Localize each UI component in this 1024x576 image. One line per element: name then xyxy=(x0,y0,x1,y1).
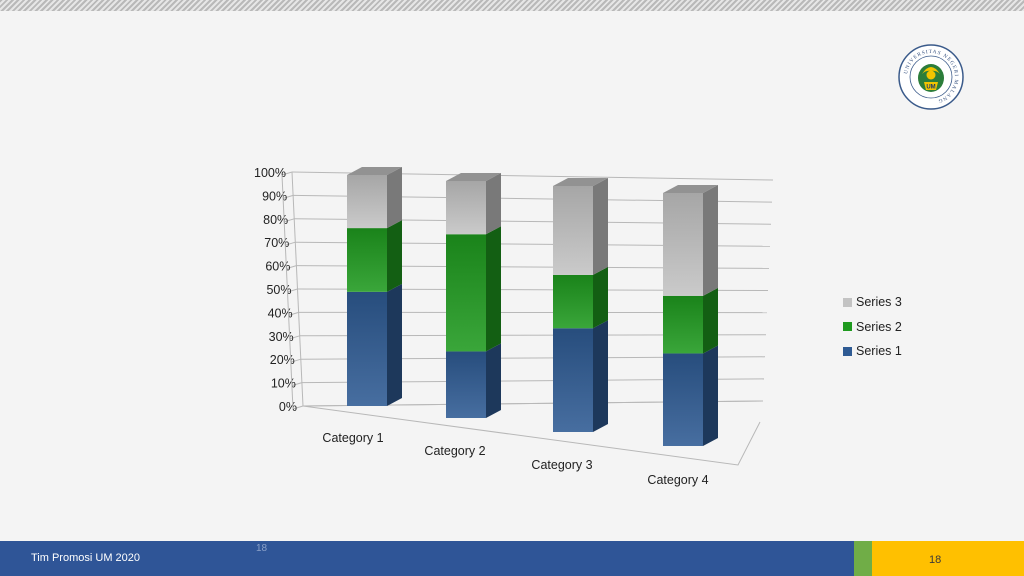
legend-swatch-series-1 xyxy=(843,346,852,356)
gridline-depth-7 xyxy=(285,241,296,246)
chart-legend: Series 3 Series 2 Series 1 xyxy=(843,290,902,364)
bar-top-category-4 xyxy=(663,185,718,193)
x-category-label-2: Category 2 xyxy=(424,444,485,458)
bar-top-category-2 xyxy=(446,173,501,181)
bar-side-category-3-series-2 xyxy=(593,266,608,329)
footer-bar xyxy=(0,541,854,576)
gridline-depth-10 xyxy=(281,171,293,176)
y-tick-label-3: 30% xyxy=(269,330,294,344)
y-tick-label-5: 50% xyxy=(266,283,291,297)
gridline-depth-9 xyxy=(282,194,294,199)
bar-front-category-1-series-2 xyxy=(347,228,387,292)
x-category-label-1: Category 1 xyxy=(322,431,383,445)
legend-label-series-1: Series 1 xyxy=(856,344,902,359)
bar-side-category-4-series-2 xyxy=(703,287,718,354)
y-tick-label-9: 90% xyxy=(262,189,287,203)
bar-side-category-4-series-1 xyxy=(703,345,718,446)
x-category-label-4: Category 4 xyxy=(647,473,708,487)
legend-item-series-1: Series 1 xyxy=(843,339,902,364)
bar-side-category-4-series-3 xyxy=(703,185,718,296)
legend-item-series-2: Series 2 xyxy=(843,315,902,340)
gridline-depth-1 xyxy=(291,382,303,387)
bar-front-category-4-series-1 xyxy=(663,353,703,446)
bar-side-category-3-series-1 xyxy=(593,320,608,432)
bar-top-category-3 xyxy=(553,178,608,186)
legend-item-series-3: Series 3 xyxy=(843,290,902,315)
y-axis-front-line xyxy=(281,174,294,410)
gridline-depth-3 xyxy=(289,335,300,340)
ghost-page-number: 18 xyxy=(256,543,268,554)
university-logo: UNIVERSITAS NEGERI MALANG UM xyxy=(898,44,964,110)
bar-side-category-2-series-3 xyxy=(486,173,501,235)
bar-front-category-2-series-2 xyxy=(446,234,486,352)
gridline-depth-8 xyxy=(284,218,295,223)
y-tick-label-8: 80% xyxy=(263,213,288,227)
legend-label-series-2: Series 2 xyxy=(856,319,902,334)
gridline-depth-4 xyxy=(288,311,299,316)
footer-accent-yellow xyxy=(872,541,1024,576)
bar-side-category-1-series-2 xyxy=(387,220,402,292)
gridline-depth-2 xyxy=(290,358,301,363)
bar-front-category-3-series-1 xyxy=(553,328,593,432)
bar-front-category-3-series-3 xyxy=(553,186,593,275)
footer-text: Tim Promosi UM 2020 xyxy=(31,552,141,564)
x-category-label-3: Category 3 xyxy=(531,458,592,472)
bar-side-category-1-series-1 xyxy=(387,283,402,406)
gridline-depth-0 xyxy=(292,405,304,410)
bar-front-category-4-series-3 xyxy=(663,193,703,296)
y-tick-label-1: 10% xyxy=(271,377,296,391)
bar-side-category-2-series-1 xyxy=(486,343,501,418)
y-tick-label-10: 100% xyxy=(254,166,286,180)
footer-page-number: 18 xyxy=(929,554,942,566)
y-tick-label-0: 0% xyxy=(279,400,297,414)
footer-accent-green xyxy=(854,541,872,576)
legend-swatch-series-3 xyxy=(843,297,852,307)
bar-front-category-4-series-2 xyxy=(663,295,703,354)
y-tick-label-7: 70% xyxy=(264,236,289,250)
bar-side-category-2-series-2 xyxy=(486,226,501,352)
floor-outline xyxy=(302,405,761,466)
top-decor-stripe xyxy=(0,0,1024,11)
bar-front-category-3-series-2 xyxy=(553,274,593,329)
legend-label-series-3: Series 3 xyxy=(856,295,902,310)
svg-text:UM: UM xyxy=(926,85,935,91)
y-tick-label-4: 40% xyxy=(268,306,293,320)
bar-front-category-1-series-3 xyxy=(347,175,387,229)
gridline-depth-5 xyxy=(287,288,298,293)
bar-front-category-1-series-1 xyxy=(347,291,387,406)
y-tick-label-2: 20% xyxy=(270,353,295,367)
bar-front-category-2-series-1 xyxy=(446,351,486,418)
y-tick-label-6: 60% xyxy=(265,260,290,274)
bar-top-category-1 xyxy=(347,167,402,175)
bar-side-category-1-series-3 xyxy=(387,167,402,229)
legend-swatch-series-2 xyxy=(843,322,852,332)
y-axis-line xyxy=(291,171,304,407)
bar-front-category-2-series-3 xyxy=(446,181,486,235)
bar-side-category-3-series-3 xyxy=(593,178,608,275)
gridline-depth-6 xyxy=(286,265,297,270)
